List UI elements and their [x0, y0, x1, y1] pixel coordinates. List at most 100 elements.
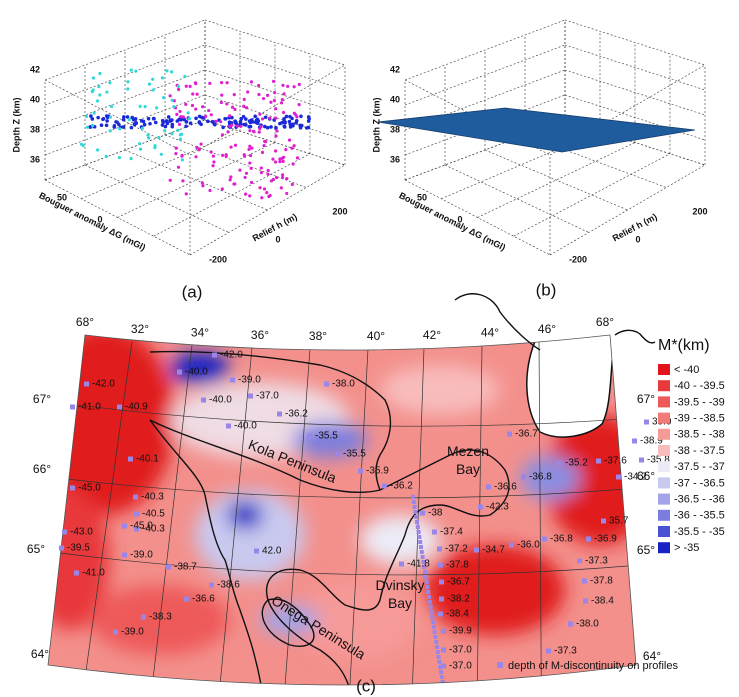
- scatter-point: [282, 124, 287, 129]
- profile-point: [441, 628, 446, 634]
- scatter-point: [168, 119, 172, 123]
- scatter-point: [117, 155, 122, 160]
- scatter-point: [253, 114, 257, 119]
- profile-point: [226, 423, 231, 429]
- legend-swatch: [658, 428, 670, 440]
- depth-label: -43.0: [70, 527, 93, 538]
- grid-line: [44, 79, 191, 156]
- profile-point: [201, 397, 206, 403]
- profile-point: [601, 518, 606, 524]
- scatter-point: [248, 161, 252, 165]
- scatter-point: [184, 84, 188, 88]
- scatter-point: [168, 94, 172, 98]
- scatter-point: [285, 177, 289, 181]
- scatter-point: [258, 186, 262, 190]
- scatter-point: [95, 99, 100, 103]
- scatter-point: [274, 116, 278, 120]
- depth-label: -35.9: [366, 466, 389, 477]
- scatter-point: [244, 123, 248, 127]
- g-axis-title: Bouguer anomaly ΔG (mGl): [37, 190, 147, 252]
- scatter-point: [187, 117, 192, 121]
- scatter-point: [200, 181, 204, 185]
- scatter-point: [260, 150, 265, 155]
- profile-point: [166, 564, 171, 570]
- depth-label: -36.6: [192, 594, 215, 605]
- scatter-point: [137, 142, 142, 146]
- depth-label: -36.8: [529, 472, 552, 483]
- profile-point: [277, 411, 282, 417]
- scatter-point: [164, 119, 169, 123]
- h-tick-label: 0: [635, 234, 640, 244]
- scatter-point: [286, 84, 290, 88]
- scatter-point: [177, 87, 181, 92]
- depth-label: -37.8: [590, 576, 613, 587]
- depth-label: -40.3: [142, 524, 165, 535]
- depth-label: -42.0: [220, 350, 243, 361]
- scatter-point: [274, 175, 279, 180]
- z-axis-title: Depth Z (km): [11, 97, 21, 152]
- scatter-point: [90, 117, 95, 121]
- latitude-label: 64°: [643, 649, 661, 663]
- profile-point: [583, 598, 588, 604]
- profile-point: [478, 504, 483, 510]
- scatter-point: [170, 70, 174, 74]
- grid-line: [441, 130, 601, 200]
- scatter-point: [260, 117, 265, 121]
- scatter-point: [108, 129, 112, 133]
- scatter-point: [184, 192, 188, 196]
- legend-label: -37.5 - -37: [674, 461, 725, 473]
- profile-point: [307, 433, 312, 439]
- scatter-point: [201, 184, 205, 188]
- latitude-label: 66°: [637, 469, 655, 483]
- scatter-point: [130, 115, 135, 120]
- scatter-point: [281, 83, 285, 87]
- profile-point: [412, 505, 417, 509]
- profile-point: [128, 456, 133, 462]
- profile-point: [430, 615, 435, 619]
- longitude-label: 32°: [131, 322, 149, 336]
- panel-label: (b): [536, 280, 557, 299]
- scatter-point: [247, 147, 251, 151]
- scatter-point: [194, 155, 198, 159]
- scatter-point: [275, 129, 279, 133]
- scatter-point: [101, 116, 106, 121]
- scatter-point: [244, 106, 249, 110]
- legend-label: -39.5 - -39: [674, 396, 725, 408]
- scatter-point: [294, 118, 299, 123]
- longitude-label: 36°: [251, 328, 269, 342]
- latitude-label: 65°: [27, 542, 45, 556]
- scatter-point: [194, 116, 198, 121]
- depth-label: -36.2: [285, 409, 308, 420]
- profile-point: [441, 663, 446, 669]
- scatter-point: [193, 81, 198, 85]
- profile-point: [184, 596, 189, 602]
- scatter-point: [280, 97, 284, 102]
- scatter-point: [226, 130, 230, 134]
- depth-label: -36.8: [550, 534, 573, 545]
- depth-label: -36.0: [517, 540, 540, 551]
- scatter-point: [281, 159, 285, 163]
- legend-label: < -40: [674, 364, 699, 376]
- scatter-point: [225, 102, 229, 106]
- scatter-point: [292, 144, 296, 148]
- meridian: [477, 345, 483, 683]
- scatter-point: [306, 119, 311, 123]
- profile-point: [413, 510, 418, 514]
- scatter-point: [295, 156, 300, 160]
- scatter-point: [178, 109, 182, 114]
- depth-label: -37.3: [554, 646, 577, 657]
- profile-point: [439, 596, 444, 602]
- grid-line: [513, 153, 671, 237]
- grid-line: [189, 164, 346, 256]
- scatter-point: [175, 119, 180, 123]
- scatter-point: [290, 146, 294, 150]
- profile-point: [335, 451, 340, 457]
- scatter-point: [129, 68, 133, 72]
- legend-label: -35.5 - -35: [674, 526, 725, 538]
- profile-point: [117, 404, 122, 410]
- profile-point: [122, 552, 127, 558]
- scatter-point: [295, 115, 299, 119]
- legend-label: -40 - -39.5: [674, 380, 725, 392]
- depth-label: -40.9: [125, 402, 148, 413]
- scatter-point: [249, 153, 253, 158]
